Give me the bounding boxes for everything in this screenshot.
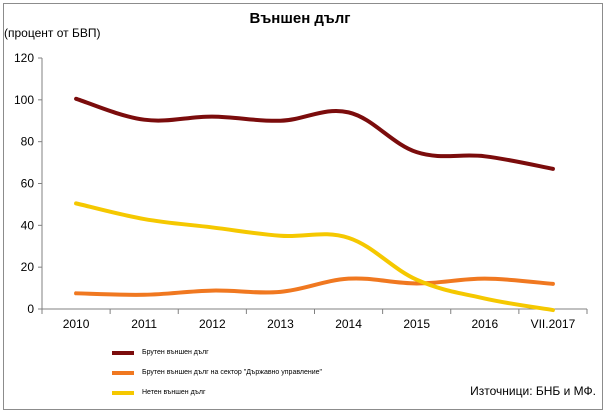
- legend-item: Нетен външен дълг: [112, 384, 442, 401]
- legend-item: Брутен външен дълг на сектор "Държавно у…: [112, 364, 442, 381]
- x-tick-label: 2014: [335, 317, 362, 331]
- legend-swatch: [112, 350, 134, 355]
- legend-swatch: [112, 390, 134, 395]
- x-tick-label: 2016: [471, 317, 498, 331]
- legend-label: Нетен външен дълг: [142, 389, 206, 396]
- series-line-2: [74, 276, 555, 297]
- y-tick-label: 80: [21, 135, 35, 149]
- legend-swatch: [112, 370, 134, 375]
- legend-label: Брутен външен дълг на сектор "Държавно у…: [142, 369, 323, 376]
- y-axis-unit-label: (процент от БВП): [4, 26, 101, 40]
- chart-frame: [3, 3, 603, 410]
- x-tick-label: 2015: [403, 317, 430, 331]
- x-tick-label: 2010: [63, 317, 90, 331]
- x-tick-label: 2011: [131, 317, 157, 331]
- legend-label: Брутен външен дълг: [142, 349, 209, 356]
- x-tick-label: 2012: [199, 317, 226, 331]
- series-line-3: [74, 201, 555, 313]
- y-tick-label: 40: [21, 218, 35, 232]
- chart-title: Външен дълг: [249, 10, 351, 27]
- source-note: Източници: БНБ и МФ.: [470, 384, 596, 398]
- legend-item: Брутен външен дълг: [112, 344, 442, 361]
- x-tick-label: 2013: [267, 317, 294, 331]
- y-tick-label: 100: [14, 93, 34, 107]
- y-tick-label: 60: [21, 177, 35, 191]
- y-tick-label: 0: [27, 302, 34, 316]
- y-tick-label: 120: [14, 51, 34, 65]
- y-tick-label: 20: [21, 260, 35, 274]
- x-tick-label: VII.2017: [531, 317, 576, 331]
- chart-legend: Брутен външен дълг Брутен външен дълг на …: [112, 344, 442, 404]
- series-line-1: [74, 96, 555, 171]
